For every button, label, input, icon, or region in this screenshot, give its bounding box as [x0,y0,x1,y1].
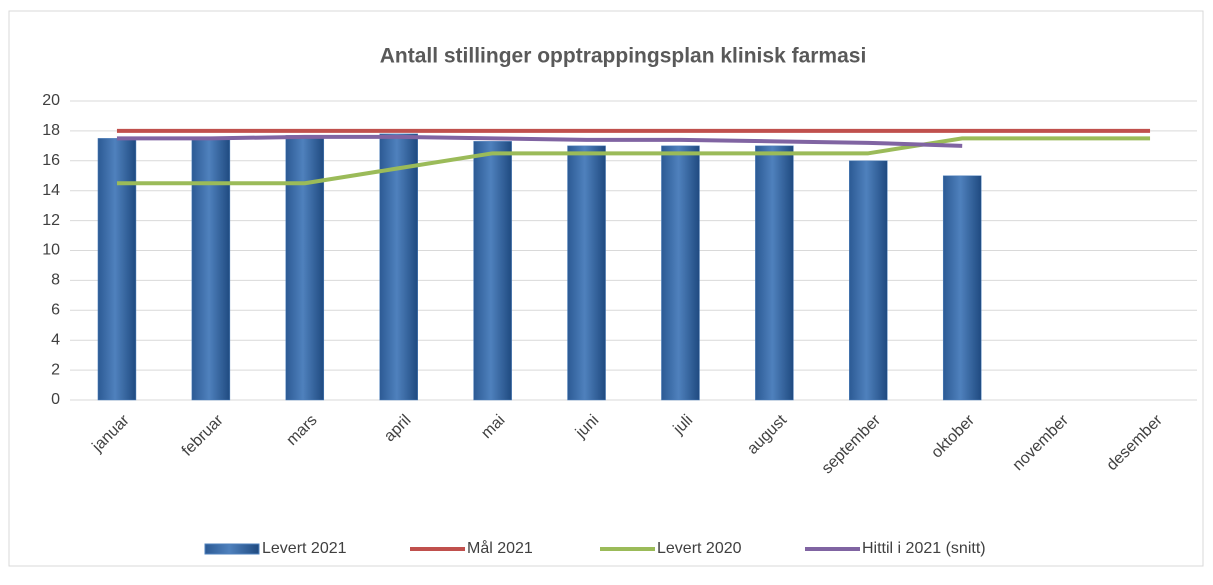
legend-label: Levert 2021 [262,540,347,557]
y-tick-label: 16 [42,152,60,169]
y-tick-label: 20 [42,92,60,109]
y-tick-label: 6 [51,302,60,319]
legend-label: Levert 2020 [657,540,742,557]
bar [191,138,231,401]
line-series [116,134,963,148]
legend-label: Hittil i 2021 (snitt) [862,540,986,557]
y-tick-label: 4 [51,331,60,348]
line-series [116,136,1151,186]
y-tick-label: 10 [42,242,60,259]
legend-swatch [204,543,260,555]
bar [285,135,325,401]
y-tick-label: 18 [42,122,60,139]
bar [567,145,606,401]
y-tick-label: 12 [42,212,60,229]
y-tick-label: 2 [51,361,60,378]
legend-label: Mål 2021 [467,539,533,557]
bar [849,160,888,401]
chart-title: Antall stillinger opptrappingsplan klini… [380,45,867,68]
y-tick-label: 14 [42,182,60,199]
bar [942,175,982,401]
bar [379,133,418,401]
y-tick-label: 8 [51,272,60,289]
bar [755,145,794,401]
bar [661,145,700,401]
y-tick-label: 0 [51,391,60,408]
bar [473,141,512,401]
chart-frame [8,10,1204,567]
bar [97,138,137,401]
